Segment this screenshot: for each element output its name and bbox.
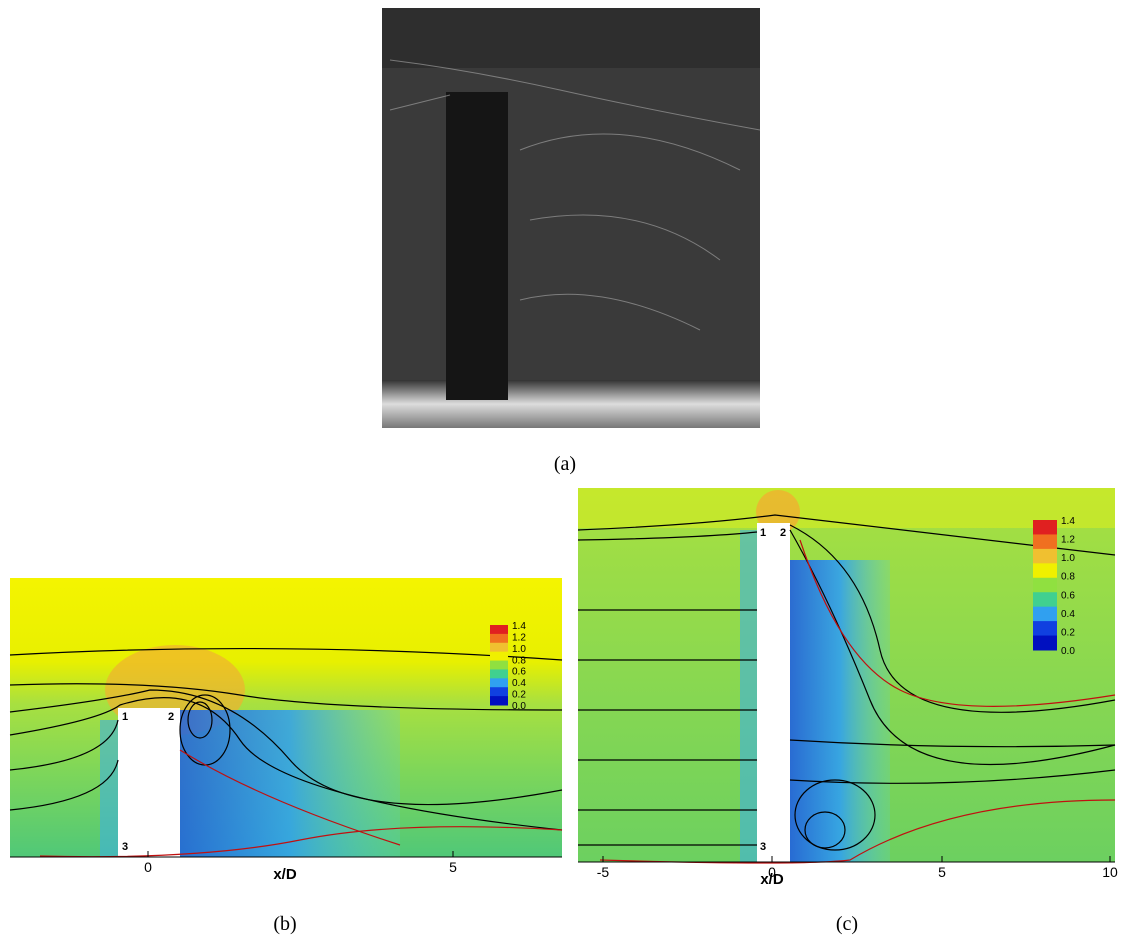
colorbar-swatch [490,660,508,670]
colorbar-label: 1.4 [512,621,526,632]
colorbar-label: 0.2 [1061,627,1075,638]
colorbar-swatch [490,651,508,662]
x-tick-label: 5 [449,859,457,875]
photo [382,8,761,428]
colorbar-label: 0.8 [512,655,526,666]
colorbar-swatch [1033,606,1057,622]
point-label: 2 [780,527,786,539]
point-label: 1 [760,527,766,539]
colorbar-label: 0.4 [1061,609,1075,620]
colorbar-label: 1.0 [1061,553,1075,564]
colorbar-swatch [490,669,508,679]
x-tick-label: -5 [597,864,610,880]
colorbar-swatch [490,625,508,635]
contour-plot [577,488,1116,864]
colorbar-label: 0.6 [1061,590,1075,601]
colorbar-swatch [1033,534,1057,550]
colorbar-label: 1.0 [512,644,526,655]
colorbar-swatch [490,696,508,706]
colorbar-label: 0.0 [1061,646,1075,657]
caption: (a) [554,453,576,475]
point-label: 3 [122,841,128,853]
colorbar-swatch [490,642,508,653]
colorbar-swatch [1033,577,1057,593]
colorbar-label: 0.8 [1061,572,1075,583]
caption: (c) [836,913,858,935]
colorbar-swatch [1033,563,1057,579]
colorbar-swatch [1033,621,1057,637]
colorbar-label: 0.6 [512,667,526,678]
x-axis-label: x/D [273,866,297,883]
colorbar-swatch [1033,520,1057,535]
colorbar-swatch [1033,635,1057,651]
point-label: 3 [760,841,766,853]
colorbar-swatch [1033,592,1057,608]
colorbar-label: 1.2 [1061,535,1075,546]
colorbar-label: 0.2 [512,690,526,701]
point-label: 2 [168,711,174,723]
point-label: 1 [122,711,128,723]
x-tick-label: 10 [1102,864,1118,880]
colorbar-swatch [490,678,508,688]
colorbar-label: 1.2 [512,632,526,643]
colorbar-label: 1.4 [1061,516,1075,527]
colorbar-swatch [490,633,508,644]
colorbar-label: 0.0 [512,701,526,712]
colorbar-label: 0.4 [512,678,526,689]
x-axis-label: x/D [760,871,784,888]
colorbar-swatch [1033,548,1057,564]
colorbar-swatch [490,687,508,697]
x-tick-label: 0 [144,859,152,875]
contour-plot [9,578,563,858]
x-tick-label: 5 [938,864,946,880]
caption: (b) [273,913,296,935]
x-tick-label: 0 [768,864,776,880]
